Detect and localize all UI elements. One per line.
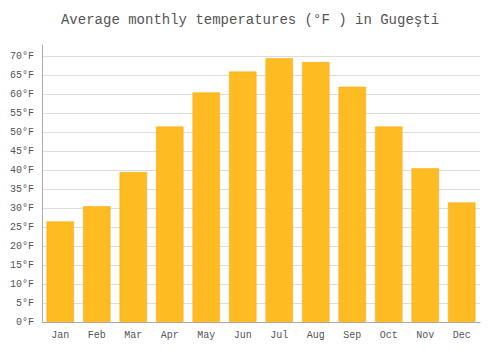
svg-text:15°F: 15°F [10, 260, 34, 271]
svg-text:0°F: 0°F [16, 317, 34, 328]
svg-text:Aug: Aug [307, 330, 325, 341]
svg-text:65°F: 65°F [10, 70, 34, 81]
svg-text:40°F: 40°F [10, 165, 34, 176]
svg-text:Jan: Jan [51, 330, 69, 341]
svg-text:Apr: Apr [161, 330, 179, 341]
svg-text:50°F: 50°F [10, 127, 34, 138]
svg-text:Nov: Nov [416, 330, 434, 341]
svg-text:30°F: 30°F [10, 203, 34, 214]
svg-text:25°F: 25°F [10, 222, 34, 233]
svg-text:20°F: 20°F [10, 241, 34, 252]
svg-text:60°F: 60°F [10, 89, 34, 100]
svg-text:Sep: Sep [343, 330, 361, 341]
svg-text:Oct: Oct [380, 330, 398, 341]
svg-text:Feb: Feb [88, 330, 106, 341]
svg-text:35°F: 35°F [10, 184, 34, 195]
svg-text:Average monthly temperatures (: Average monthly temperatures (°F ) in Gu… [61, 12, 439, 28]
svg-text:Jun: Jun [234, 330, 252, 341]
svg-text:45°F: 45°F [10, 146, 34, 157]
svg-text:55°F: 55°F [10, 108, 34, 119]
svg-text:5°F: 5°F [16, 298, 34, 309]
svg-text:70°F: 70°F [10, 51, 34, 62]
svg-text:Jul: Jul [270, 330, 288, 341]
svg-text:Mar: Mar [124, 330, 142, 341]
svg-text:May: May [197, 330, 215, 341]
svg-text:Dec: Dec [453, 330, 471, 341]
svg-text:10°F: 10°F [10, 279, 34, 290]
